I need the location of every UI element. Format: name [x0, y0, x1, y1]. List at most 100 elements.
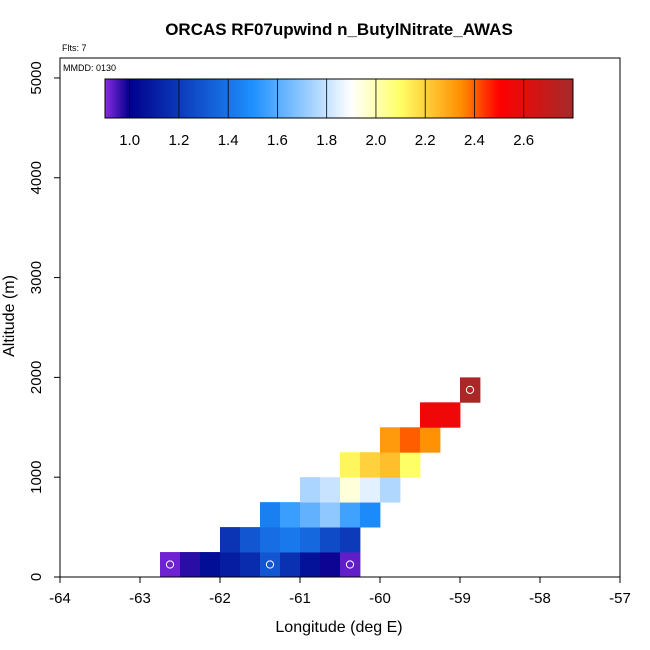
colorbar-segment: [183, 79, 187, 118]
colorbar-segment: [336, 79, 340, 118]
colorbar-segment: [388, 79, 392, 118]
colorbar-segment: [550, 79, 554, 118]
colorbar-segment: [538, 79, 542, 118]
colorbar-segment: [523, 79, 527, 118]
colorbar-segment: [255, 79, 259, 118]
colorbar-segment: [260, 79, 264, 118]
colorbar-segment: [274, 79, 278, 118]
colorbar-segment: [326, 79, 330, 118]
heatmap-cell: [280, 502, 301, 528]
colorbar-segment: [240, 79, 244, 118]
colorbar-tick-label: 1.0: [119, 132, 140, 149]
colorbar-segment: [137, 79, 140, 118]
sample-marker: [465, 385, 475, 394]
colorbar-segment: [548, 79, 552, 118]
colorbar-segment: [363, 79, 367, 118]
x-tick-label: -63: [129, 590, 151, 607]
colorbar-segment: [449, 79, 453, 118]
colorbar-segment: [129, 79, 133, 118]
heatmap-cell: [220, 527, 241, 553]
colorbar-segment: [543, 79, 547, 118]
colorbar-segment: [171, 79, 175, 118]
heatmap-cell: [260, 527, 281, 553]
colorbar-segment: [302, 79, 306, 118]
colorbar-segment: [563, 79, 567, 118]
colorbar-segment: [304, 79, 308, 118]
colorbar-segment: [178, 79, 182, 118]
colorbar-segment: [314, 79, 318, 118]
colorbar-segment: [415, 79, 419, 118]
colorbar-segment: [166, 79, 170, 118]
colorbar-segment: [545, 79, 549, 118]
colorbar-segment: [435, 79, 439, 118]
colorbar-segment: [213, 79, 217, 118]
colorbar-segment: [432, 79, 436, 118]
heatmap-cell: [320, 552, 341, 578]
colorbar-segment: [405, 79, 409, 118]
colorbar-segment: [324, 79, 328, 118]
x-tick-label: -59: [449, 590, 471, 607]
colorbar-segment: [570, 79, 574, 118]
flights-note: Flts: 7: [62, 43, 87, 53]
x-axis: -64 -63 -62 -61 -60 -59 -58 -57: [49, 577, 631, 607]
heatmap-cell: [300, 527, 321, 553]
colorbar-segment: [533, 79, 537, 118]
colorbar-segment: [366, 79, 370, 118]
colorbar-segment: [329, 79, 333, 118]
heatmap-cell: [340, 502, 361, 528]
heatmap-cell: [300, 502, 321, 528]
heatmap-cell: [340, 552, 361, 578]
colorbar-segment: [334, 79, 338, 118]
colorbar-segment: [452, 79, 456, 118]
heatmap-cell: [380, 477, 401, 503]
x-tick-label: -58: [529, 590, 551, 607]
colorbar-segment: [284, 79, 288, 118]
plot-frame: [59, 57, 621, 578]
colorbar-segment: [311, 79, 315, 118]
colorbar-segment: [393, 79, 397, 118]
colorbar-segment: [555, 79, 559, 118]
colorbar-segment: [294, 79, 298, 118]
colorbar-segment: [390, 79, 394, 118]
heatmap-cell: [280, 527, 301, 553]
colorbar-tick-label: 2.6: [513, 132, 534, 149]
colorbar-segment: [265, 79, 269, 118]
colorbar-segment: [146, 79, 150, 118]
colorbar-segment: [149, 79, 153, 118]
heatmap-cell: [320, 502, 341, 528]
colorbar-segment: [422, 79, 426, 118]
heatmap-cell: [300, 552, 321, 578]
heatmap-cells: [160, 377, 481, 578]
x-tick-label: -61: [289, 590, 311, 607]
colorbar-segment: [565, 79, 569, 118]
colorbar-segment: [427, 79, 431, 118]
colorbar-segment: [151, 79, 155, 118]
colorbar-tick-label: 1.2: [168, 132, 189, 149]
colorbar-segment: [496, 79, 500, 118]
colorbar-segment: [297, 79, 301, 118]
heatmap-cell: [360, 477, 381, 503]
heatmap-cell: [420, 427, 441, 453]
heatmap-cell: [160, 552, 181, 578]
colorbar-segment: [193, 79, 197, 118]
colorbar-segment: [486, 79, 490, 118]
heatmap-cell: [200, 552, 221, 578]
colorbar-segment: [506, 79, 510, 118]
heatmap-cell: [220, 552, 241, 578]
colorbar-segment: [279, 79, 283, 118]
heatmap-cell: [360, 502, 381, 528]
colorbar-segment: [385, 79, 389, 118]
colorbar-segment: [292, 79, 296, 118]
colorbar-segment: [476, 79, 480, 118]
colorbar-segment: [361, 79, 365, 118]
colorbar-tick-label: 2.0: [366, 132, 387, 149]
date-note: MMDD: 0130: [63, 63, 116, 73]
colorbar-segment: [560, 79, 564, 118]
colorbar-segment: [417, 79, 421, 118]
colorbar-segment: [371, 79, 374, 118]
colorbar-segment: [439, 79, 443, 118]
colorbar-segment: [119, 79, 123, 118]
colorbar-segment: [289, 79, 293, 118]
y-tick-label: 5000: [28, 61, 45, 94]
colorbar-segment: [467, 79, 471, 118]
